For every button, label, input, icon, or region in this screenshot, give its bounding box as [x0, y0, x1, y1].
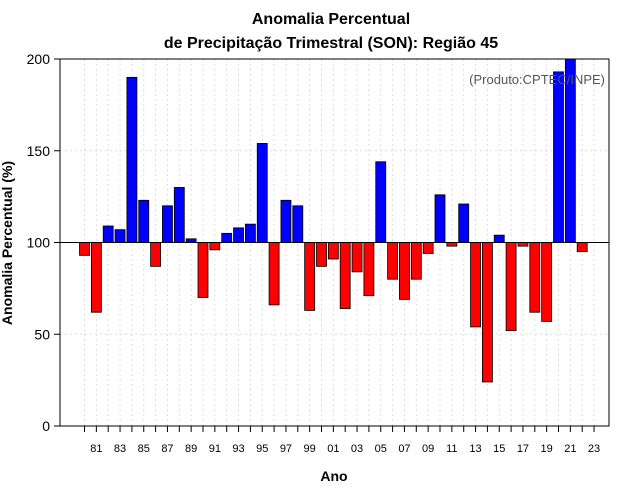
bar-2005: [375, 161, 387, 243]
x-tick-label: 01: [327, 443, 339, 455]
bar-2006: [387, 242, 399, 280]
x-tick-label: 93: [232, 443, 244, 455]
bar-2015: [493, 234, 505, 243]
bar-1995: [256, 143, 268, 243]
x-tick-label: 95: [256, 443, 268, 455]
bar-2004: [363, 242, 375, 297]
bar-1990: [197, 242, 209, 298]
x-tick-label: 15: [493, 443, 505, 455]
bar-2001: [327, 242, 339, 260]
x-tick-label: 91: [209, 443, 221, 455]
x-axis: 81 83 85 87 89 91 93 95 97 99 01 03 05 07 09 11 13 15 17 19…: [84, 426, 600, 455]
x-axis-label: Ano: [320, 468, 347, 484]
bar-1984: [126, 76, 138, 243]
bar-1997: [280, 199, 292, 243]
chart-title-line-1: Anomalia Percentual: [252, 11, 410, 28]
x-tick-label: 13: [469, 443, 481, 455]
bar-1983: [114, 229, 126, 243]
x-tick-label: 81: [90, 443, 102, 455]
x-tick-label: 83: [114, 443, 126, 455]
y-tick-label: 0: [42, 418, 50, 434]
bar-1985: [138, 199, 150, 243]
bar-2009: [422, 242, 434, 254]
bar-2011: [446, 242, 458, 247]
x-tick-label: 05: [375, 443, 387, 455]
x-tick-label: 09: [422, 443, 434, 455]
bar-1994: [244, 223, 256, 243]
bar-1982: [102, 225, 114, 243]
bar-2013: [470, 242, 481, 328]
bar-2010: [434, 194, 446, 243]
bar-2003: [351, 242, 363, 273]
x-tick-label: 99: [304, 443, 316, 455]
bar-1988: [173, 187, 185, 243]
y-axis: 0 50 100 150 200: [27, 51, 60, 434]
y-tick-label: 200: [27, 51, 51, 67]
y-tick-label: 150: [27, 143, 51, 159]
bar-1996: [268, 242, 280, 306]
bars: [79, 58, 588, 383]
x-tick-label: 21: [564, 443, 576, 455]
bar-2000: [316, 242, 327, 267]
bar-1981: [90, 242, 102, 313]
bar-2018: [529, 242, 541, 313]
bar-1991: [209, 242, 221, 251]
x-tick-label: 17: [517, 443, 529, 455]
bar-2008: [410, 242, 422, 280]
bar-2007: [399, 242, 410, 300]
bar-2020: [553, 71, 564, 243]
x-tick-label: 11: [446, 443, 457, 455]
bar-2019: [541, 242, 553, 322]
x-tick-label: 03: [351, 443, 363, 455]
bar-1993: [233, 227, 244, 243]
x-tick-label: 19: [541, 443, 553, 455]
x-tick-label: 23: [588, 443, 600, 455]
bar-1986: [150, 242, 162, 267]
x-tick-label: 85: [138, 443, 150, 455]
bar-1992: [221, 232, 233, 243]
y-axis-label: Anomalia Percentual (%): [0, 161, 15, 325]
x-tick-label: 87: [161, 443, 173, 455]
y-tick-label: 100: [27, 235, 51, 251]
y-tick-label: 50: [34, 326, 50, 342]
bar-2017: [517, 242, 529, 247]
bar-1987: [162, 205, 173, 243]
bar-1989: [185, 238, 197, 243]
bar-1999: [304, 242, 316, 311]
bar-2016: [505, 242, 517, 331]
bar-1998: [292, 205, 304, 243]
bar-2014: [481, 242, 493, 383]
chart-title-line-2: de Precipitação Trimestral (SON): Região…: [164, 35, 498, 52]
x-tick-label: 97: [280, 443, 292, 455]
bar-2022: [576, 242, 588, 253]
x-tick-label: 89: [185, 443, 197, 455]
credit-label: (Produto:CPTEC/INPE): [469, 72, 605, 87]
bar-2002: [339, 242, 351, 309]
x-tick-label: 07: [398, 443, 410, 455]
bar-2012: [458, 203, 470, 243]
bar-1980: [79, 242, 90, 256]
